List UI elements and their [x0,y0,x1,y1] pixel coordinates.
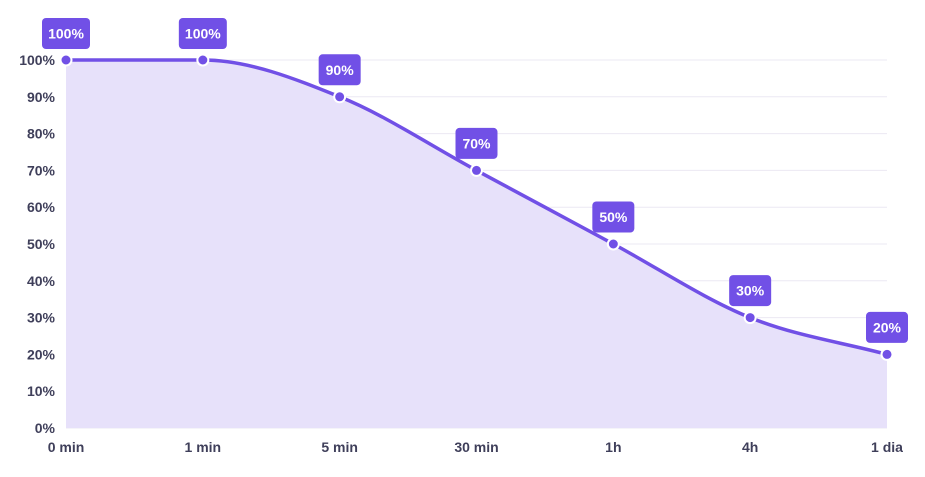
y-tick-label: 40% [27,273,56,289]
data-label: 90% [326,62,355,78]
data-label-badge: 30% [729,275,772,307]
data-label: 30% [736,283,765,299]
series-area [66,60,887,428]
y-tick-label: 100% [19,52,55,68]
data-label-badge: 100% [42,18,90,49]
data-point[interactable] [606,237,620,251]
x-axis-ticks: 0 min 1 min 5 min 30 min 1h 4h 1 dia [48,439,903,455]
data-label: 100% [185,26,221,42]
data-label: 50% [599,209,628,225]
data-point[interactable] [333,90,347,104]
y-tick-label: 20% [27,346,56,362]
data-label-badge: 50% [592,201,635,233]
data-label: 100% [48,26,84,42]
x-tick-label: 4h [742,439,758,455]
data-label: 70% [462,135,491,151]
y-tick-label: 60% [27,199,56,215]
y-axis-ticks: 0% 10% 20% 30% 40% 50% 60% 70% 80% 90% 100% [19,52,55,436]
y-tick-label: 90% [27,89,56,105]
y-tick-label: 10% [27,383,56,399]
data-label-badge: 100% [178,18,227,49]
x-tick-label: 0 min [48,439,85,455]
data-label-bg [42,18,90,49]
data-point[interactable] [196,53,210,67]
data-label-bg [318,54,361,86]
data-label-bg [592,201,635,233]
data-label: 20% [873,319,902,335]
y-tick-label: 30% [27,310,56,326]
x-tick-label: 1 dia [871,439,903,455]
data-point[interactable] [880,347,894,361]
data-label-bg [455,127,498,159]
data-label-badge: 20% [866,311,908,343]
data-label-badge: 70% [455,127,498,159]
x-tick-label: 1h [605,439,621,455]
data-label-bg [178,18,227,49]
y-tick-label: 80% [27,126,56,142]
data-labels: 100% 100% 90% 70% 50% 30% 20% [42,18,908,343]
x-tick-label: 5 min [321,439,358,455]
y-tick-label: 70% [27,162,56,178]
y-tick-label: 0% [35,420,56,436]
x-tick-label: 1 min [185,439,222,455]
area-fill-layer [66,60,887,428]
data-label-badge: 90% [318,54,361,86]
data-point[interactable] [470,163,483,177]
data-label-bg [866,311,908,343]
data-point[interactable] [59,53,73,67]
data-label-bg [729,275,772,307]
data-points [59,53,894,361]
x-tick-label: 30 min [454,439,498,455]
data-point[interactable] [743,311,757,325]
y-tick-label: 50% [27,236,56,252]
